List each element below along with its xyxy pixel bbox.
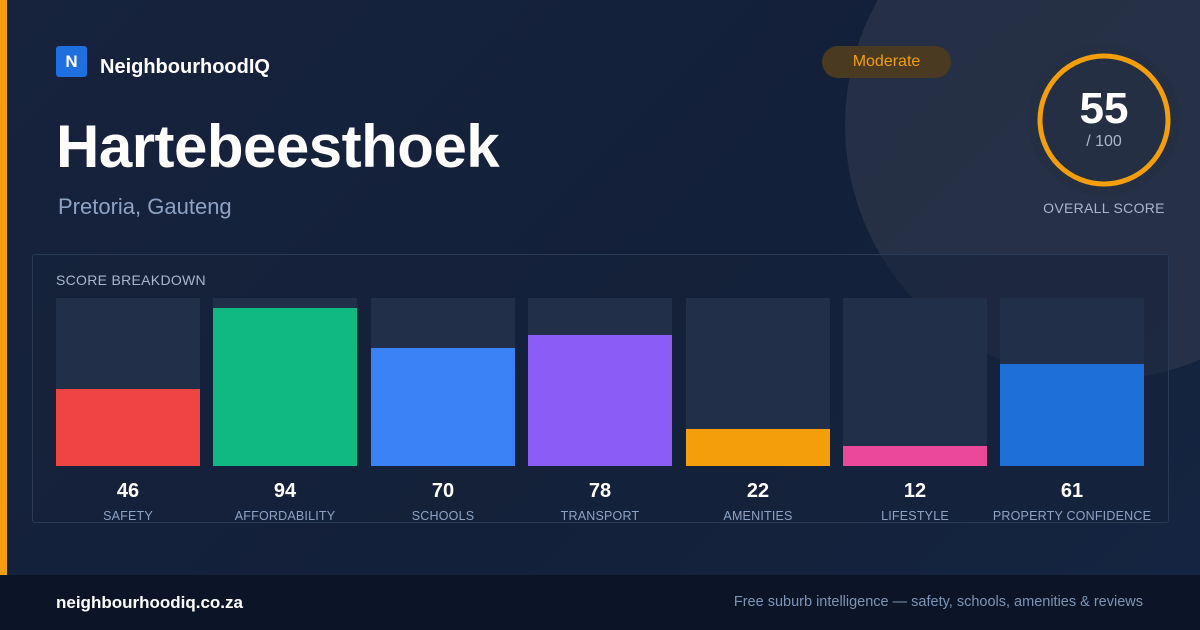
score-ring-graphic — [1028, 44, 1180, 196]
overall-score-label: OVERALL SCORE — [1043, 200, 1165, 216]
score-ring-backdrop — [1028, 44, 1180, 196]
suburb-location: Pretoria, Gauteng — [58, 194, 232, 219]
bar-category-label: AMENITIES — [723, 509, 793, 523]
footer-tagline: Free suburb intelligence — safety, schoo… — [733, 594, 1143, 610]
score-ring-stroke — [1037, 53, 1171, 187]
bar — [1000, 364, 1144, 466]
bar — [686, 429, 830, 466]
rating-badge: Moderate — [822, 46, 951, 78]
bar-track — [528, 298, 672, 466]
bar-track — [56, 298, 200, 466]
bar-track — [371, 298, 515, 466]
bar — [56, 389, 200, 466]
bar-category-label: SCHOOLS — [411, 509, 475, 523]
overall-score-ring: 55 / 100 — [1028, 44, 1180, 196]
bar-category-label: AFFORDABILITY — [234, 509, 336, 523]
bar-value-label: 12 — [903, 480, 927, 502]
bar-value-label: 46 — [116, 480, 140, 502]
bar-track — [213, 298, 357, 466]
bar-category-label: LIFESTYLE — [881, 509, 949, 523]
score-breakdown-title: SCORE BREAKDOWN — [56, 272, 206, 288]
bar-track — [1000, 298, 1144, 466]
footer — [0, 575, 1200, 630]
bar — [843, 446, 987, 466]
bar — [213, 308, 357, 466]
brand-logo: N — [56, 46, 87, 77]
bar — [371, 348, 515, 466]
bar — [528, 335, 672, 466]
bar-category-label: TRANSPORT — [560, 509, 640, 523]
bar-category-label: PROPERTY CONFIDENCE — [992, 509, 1152, 523]
overall-score-value: 55 — [1079, 84, 1129, 133]
overall-score-max: / 100 — [1086, 133, 1122, 150]
bar-value-label: 61 — [1060, 480, 1084, 502]
bar-track — [686, 298, 830, 466]
bar-value-label: 70 — [431, 480, 455, 502]
suburb-title: Hartebeesthoek — [56, 113, 500, 180]
brand-name: NeighbourhoodIQ — [100, 56, 270, 78]
bar-track — [843, 298, 987, 466]
footer-url: neighbourhoodiq.co.za — [56, 593, 243, 612]
bar-value-label: 94 — [273, 480, 297, 502]
bar-category-label: SAFETY — [103, 509, 153, 523]
accent-bar — [0, 0, 7, 575]
bar-value-label: 78 — [588, 480, 612, 502]
bar-value-label: 22 — [746, 480, 770, 502]
